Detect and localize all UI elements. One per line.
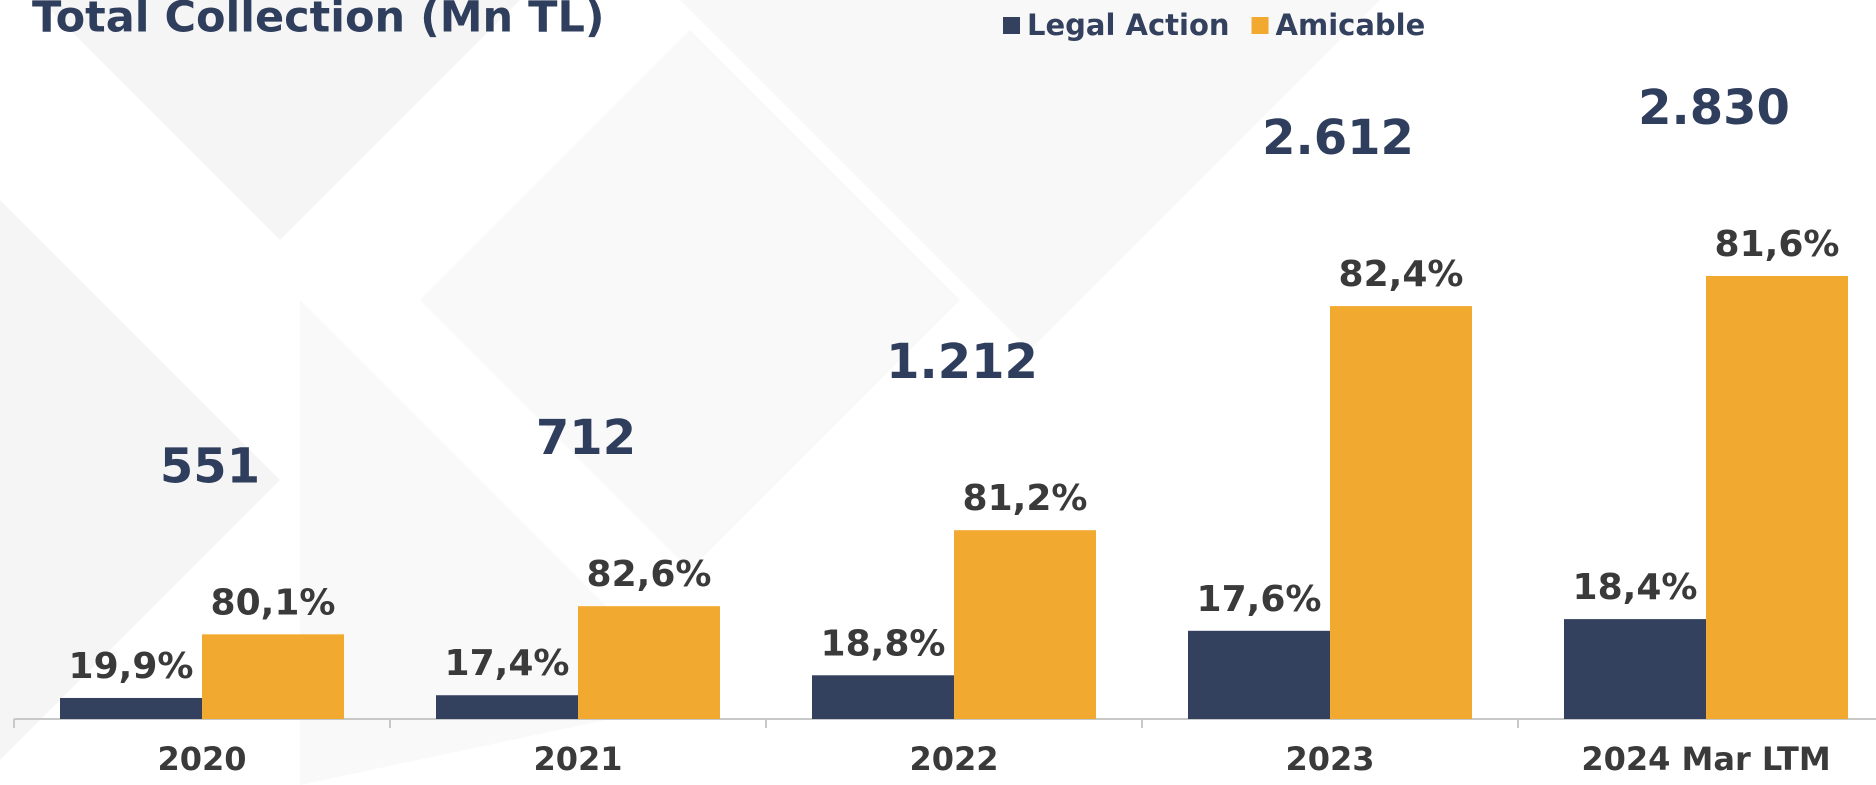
bar: [1188, 630, 1330, 719]
data-label: 80,1%: [211, 582, 336, 623]
x-tick-label: 2023: [1285, 740, 1374, 778]
data-label: 82,6%: [587, 554, 712, 595]
bar: [954, 530, 1096, 719]
data-label: 18,4%: [1573, 567, 1698, 608]
data-label: 17,6%: [1197, 579, 1322, 620]
legend: Legal Action Amicable: [1003, 8, 1425, 42]
data-label: 81,6%: [1715, 224, 1840, 265]
total-label: 551: [160, 438, 260, 494]
bar: [1706, 276, 1848, 719]
total-label: 712: [536, 410, 636, 466]
x-tick-label: 2024 Mar LTM: [1581, 740, 1830, 778]
bar: [812, 675, 954, 719]
bar: [60, 697, 202, 719]
data-label: 19,9%: [69, 646, 194, 687]
legend-swatch: [1003, 17, 1020, 34]
legend-label: Legal Action: [1027, 8, 1230, 42]
total-label: 2.830: [1638, 80, 1790, 136]
data-label: 81,2%: [963, 478, 1088, 519]
legend-label: Amicable: [1276, 8, 1426, 42]
chart-title: Total Collection (Mn TL): [32, 0, 605, 43]
bar: [1564, 619, 1706, 719]
x-tick-label: 2022: [909, 740, 998, 778]
data-label: 18,8%: [821, 623, 946, 664]
bar: [578, 606, 720, 719]
total-label: 1.212: [886, 334, 1038, 390]
data-label: 82,4%: [1339, 254, 1464, 295]
bar: [202, 634, 344, 719]
x-tick-label: 2021: [533, 740, 622, 778]
data-label: 17,4%: [445, 643, 570, 684]
bar: [1330, 306, 1472, 719]
x-tick-label: 2020: [157, 740, 246, 778]
total-label: 2.612: [1262, 110, 1414, 166]
bar: [436, 695, 578, 719]
legend-swatch: [1251, 17, 1269, 34]
